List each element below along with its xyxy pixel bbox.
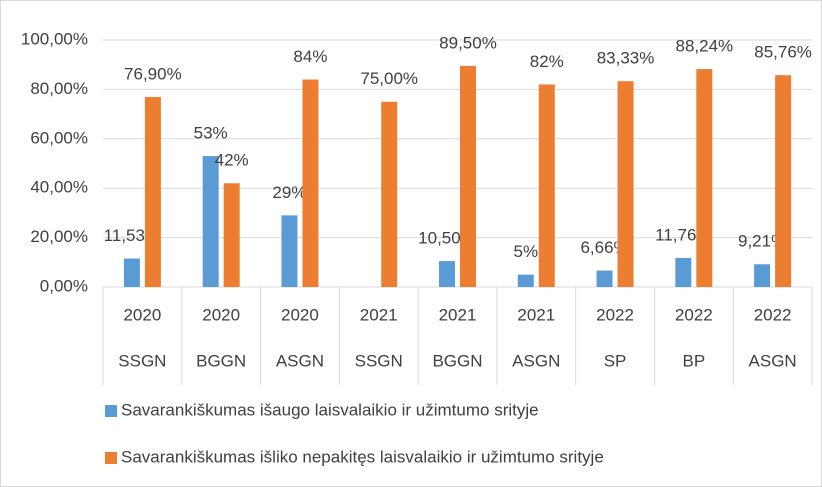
data-label: 85,76% [754, 43, 812, 62]
y-tick-label: 40,00% [30, 178, 88, 197]
bar [617, 81, 634, 287]
x-group-label: BGGN [196, 351, 246, 370]
legend-swatch [105, 452, 117, 464]
bar [754, 264, 771, 287]
data-label: 53% [194, 124, 228, 143]
y-tick-label: 80,00% [30, 79, 88, 98]
legend-label: Savarankiškumas išaugo laisvalaikio ir u… [121, 400, 539, 419]
y-tick-label: 20,00% [30, 227, 88, 246]
x-tick-label: 2021 [517, 305, 555, 324]
data-label: 42% [215, 151, 249, 170]
bar [460, 65, 476, 287]
x-tick-label: 2020 [123, 305, 161, 324]
data-label: 29% [272, 183, 306, 202]
x-tick-label: 2022 [754, 305, 792, 324]
bar [202, 156, 219, 287]
bar [439, 261, 455, 287]
data-label: 76,90% [124, 65, 182, 84]
x-tick-label: 2022 [675, 305, 713, 324]
x-group-label: SSGN [118, 351, 166, 370]
y-tick-label: 60,00% [30, 128, 88, 147]
x-group-label: ASGN [512, 351, 560, 370]
x-group-label: SP [604, 351, 627, 370]
x-group-label: ASGN [749, 351, 797, 370]
x-group-label: SSGN [355, 351, 403, 370]
data-label: 9,21% [738, 232, 786, 251]
data-label: 89,50% [439, 33, 497, 52]
x-group-label: BGGN [432, 351, 482, 370]
data-label: 84% [293, 47, 327, 66]
y-tick-label: 0,00% [40, 276, 88, 295]
bar [281, 215, 298, 287]
legend-label: Savarankiškumas išliko nepakitęs laisval… [121, 447, 604, 466]
bar [302, 79, 319, 288]
x-tick-label: 2022 [596, 305, 634, 324]
data-label: 88,24% [675, 37, 733, 56]
bar [675, 257, 692, 287]
x-tick-label: 2021 [439, 305, 477, 324]
bar [381, 101, 398, 287]
data-label: 6,66% [580, 238, 628, 257]
x-tick-label: 2020 [202, 305, 240, 324]
data-label: 83,33% [597, 49, 655, 68]
x-tick-label: 2020 [281, 305, 319, 324]
data-label: 82% [530, 52, 564, 71]
bar [223, 183, 240, 287]
legend-swatch [105, 405, 117, 417]
bar [123, 258, 140, 287]
x-group-label: ASGN [276, 351, 324, 370]
data-label: 75,00% [360, 69, 418, 88]
bar [596, 270, 613, 287]
x-tick-label: 2021 [360, 305, 398, 324]
y-tick-label: 100,00% [21, 29, 88, 48]
bar [144, 97, 161, 287]
x-group-label: BP [682, 351, 705, 370]
bar [538, 84, 555, 288]
bar [517, 274, 534, 287]
bar [696, 69, 713, 287]
bar [775, 75, 792, 288]
data-label: 5% [513, 242, 538, 261]
